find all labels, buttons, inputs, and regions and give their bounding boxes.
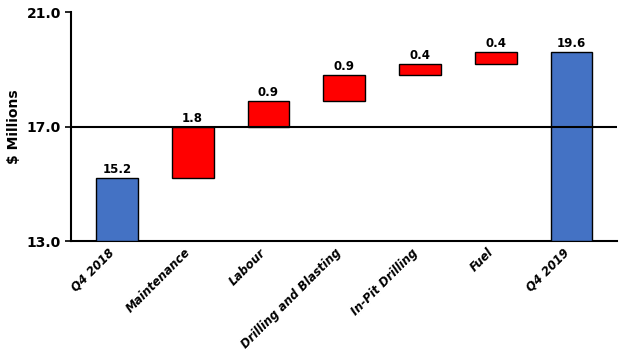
Bar xyxy=(399,64,441,76)
Text: 1.8: 1.8 xyxy=(182,112,203,125)
Text: 15.2: 15.2 xyxy=(102,163,132,176)
Bar xyxy=(323,76,365,101)
Text: 19.6: 19.6 xyxy=(557,38,586,50)
Bar xyxy=(475,53,517,64)
Bar xyxy=(550,53,592,241)
Text: 0.4: 0.4 xyxy=(409,49,431,62)
Bar xyxy=(248,101,290,127)
Bar xyxy=(96,178,138,241)
Bar xyxy=(172,127,213,178)
Text: 0.4: 0.4 xyxy=(485,38,506,50)
Text: 0.9: 0.9 xyxy=(334,61,354,73)
Text: 0.9: 0.9 xyxy=(258,86,279,99)
Y-axis label: $ Millions: $ Millions xyxy=(7,90,21,164)
